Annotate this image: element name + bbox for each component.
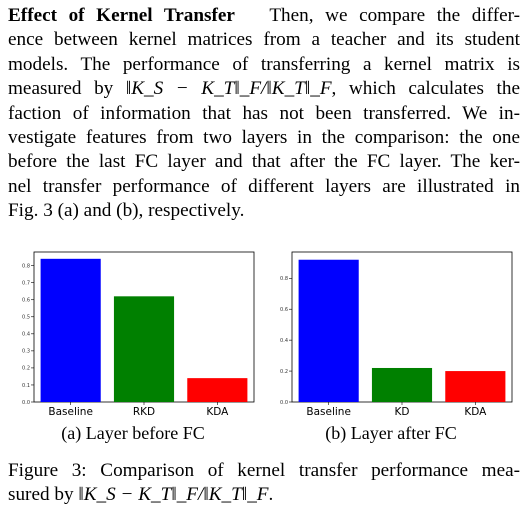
y-tick-label: 0.6: [280, 307, 288, 313]
paragraph-line: nel transfer performance of different la…: [8, 175, 520, 197]
chart-layer-before-fc: 0.0 0.1 0.2 0.3 0.4 0.5 0.6 0.7 0.8 Baseline RKD KD…: [8, 250, 258, 427]
paragraph-line: Effect of Kernel Transfer Then, we compa…: [8, 5, 520, 26]
bar-chart-b: 0.0 0.2 0.4 0.6 0.8 Baseline KD KDA: [280, 251, 513, 418]
paragraph-line: models. The performance of transferring …: [8, 53, 520, 75]
y-tick-label: 0.3: [22, 349, 30, 355]
bar-kda: [187, 378, 248, 402]
y-tick-label: 0.8: [280, 276, 288, 282]
paragraph-line: measured by ‖K_S − K_T‖_F/‖K_T‖_F, which…: [8, 78, 520, 100]
paragraph-line: faction of information that has not been…: [8, 102, 520, 124]
y-tick-label: 0.2: [22, 366, 30, 372]
y-tick-label: 0.4: [22, 332, 30, 338]
body-paragraph: Effect of Kernel Transfer Then, we compa…: [8, 4, 520, 224]
paragraph-line: ence between kernel matrices from a teac…: [8, 29, 520, 51]
paragraph-line: Fig. 3 (a) and (b), respectively.: [8, 200, 245, 222]
y-tick-label: 0.0: [280, 400, 288, 406]
bar-kda: [445, 371, 506, 402]
y-tick-label: 0.8: [22, 263, 30, 269]
figure-caption: Figure 3: Comparison of kernel transfer …: [8, 460, 520, 505]
x-tick-label: KDA: [206, 406, 229, 418]
y-tick-label: 0.0: [22, 400, 30, 406]
y-tick-label: 0.2: [280, 369, 288, 375]
subcaption-b: (b) Layer after FC: [325, 423, 457, 443]
y-tick-label: 0.4: [280, 338, 288, 344]
subcaption-a: (a) Layer before FC: [61, 423, 205, 443]
x-tick-label: KDA: [464, 406, 487, 418]
y-tick-label: 0.6: [22, 298, 30, 304]
bar-kd: [371, 367, 433, 402]
x-tick-label: RKD: [133, 406, 155, 418]
y-tick-label: 0.7: [22, 280, 30, 286]
paragraph-line: vestigate features from two layers in th…: [8, 127, 520, 149]
bar-baseline: [40, 258, 101, 402]
y-tick-label: 0.1: [22, 383, 30, 389]
bar-baseline: [298, 259, 359, 402]
x-tick-label: Baseline: [48, 406, 93, 418]
bar-rkd: [113, 296, 175, 402]
chart-layer-after-fc: 0.0 0.2 0.4 0.6 0.8 Baseline KD KDA: [266, 250, 516, 427]
caption-formula: ‖K_S − K_T‖_F/‖K_T‖_F: [78, 484, 269, 505]
kernel-formula: ‖K_S − K_T‖_F/‖K_T‖_F: [125, 78, 332, 100]
x-tick-label: Baseline: [306, 406, 351, 418]
bar-chart-a: 0.0 0.1 0.2 0.3 0.4 0.5 0.6 0.7 0.8 Baseline RKD KD…: [22, 251, 255, 418]
x-tick-label: KD: [395, 406, 410, 418]
paragraph-heading: Effect of Kernel Transfer: [8, 5, 235, 26]
y-tick-label: 0.5: [22, 315, 30, 321]
paragraph-line: before the last FC layer and that after …: [8, 151, 520, 173]
